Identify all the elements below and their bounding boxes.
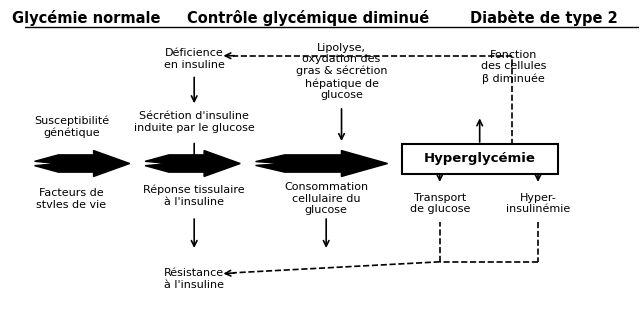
Text: Contrôle glycémique diminué: Contrôle glycémique diminué (187, 10, 429, 26)
Text: Susceptibilité
génétique: Susceptibilité génétique (34, 115, 109, 138)
Polygon shape (255, 150, 388, 176)
FancyBboxPatch shape (402, 144, 558, 174)
Text: Consommation
cellulaire du
glucose: Consommation cellulaire du glucose (284, 182, 368, 216)
Text: Facteurs de
stvles de vie: Facteurs de stvles de vie (36, 188, 106, 210)
Text: Fonction
des cellules
β diminuée: Fonction des cellules β diminuée (481, 50, 546, 84)
Text: Lipolyse,
oxydation des
gras & sécrétion
hépatique de
glucose: Lipolyse, oxydation des gras & sécrétion… (296, 43, 387, 100)
Text: Hyper-
insulinémie: Hyper- insulinémie (506, 193, 570, 215)
Text: Hyperglycémie: Hyperglycémie (424, 152, 536, 165)
Text: Réponse tissulaire
à l'insuline: Réponse tissulaire à l'insuline (143, 185, 245, 207)
Text: Glycémie normale: Glycémie normale (13, 10, 161, 26)
Text: Résistance
à l'insuline: Résistance à l'insuline (164, 268, 224, 290)
Text: Sécrétion d'insuline
induite par le glucose: Sécrétion d'insuline induite par le gluc… (134, 111, 255, 133)
Text: Diabète de type 2: Diabète de type 2 (470, 10, 618, 26)
Text: Transport
de glucose: Transport de glucose (410, 193, 470, 215)
Polygon shape (145, 150, 240, 176)
Polygon shape (35, 150, 130, 176)
Text: Déficience
en insuline: Déficience en insuline (164, 48, 225, 70)
